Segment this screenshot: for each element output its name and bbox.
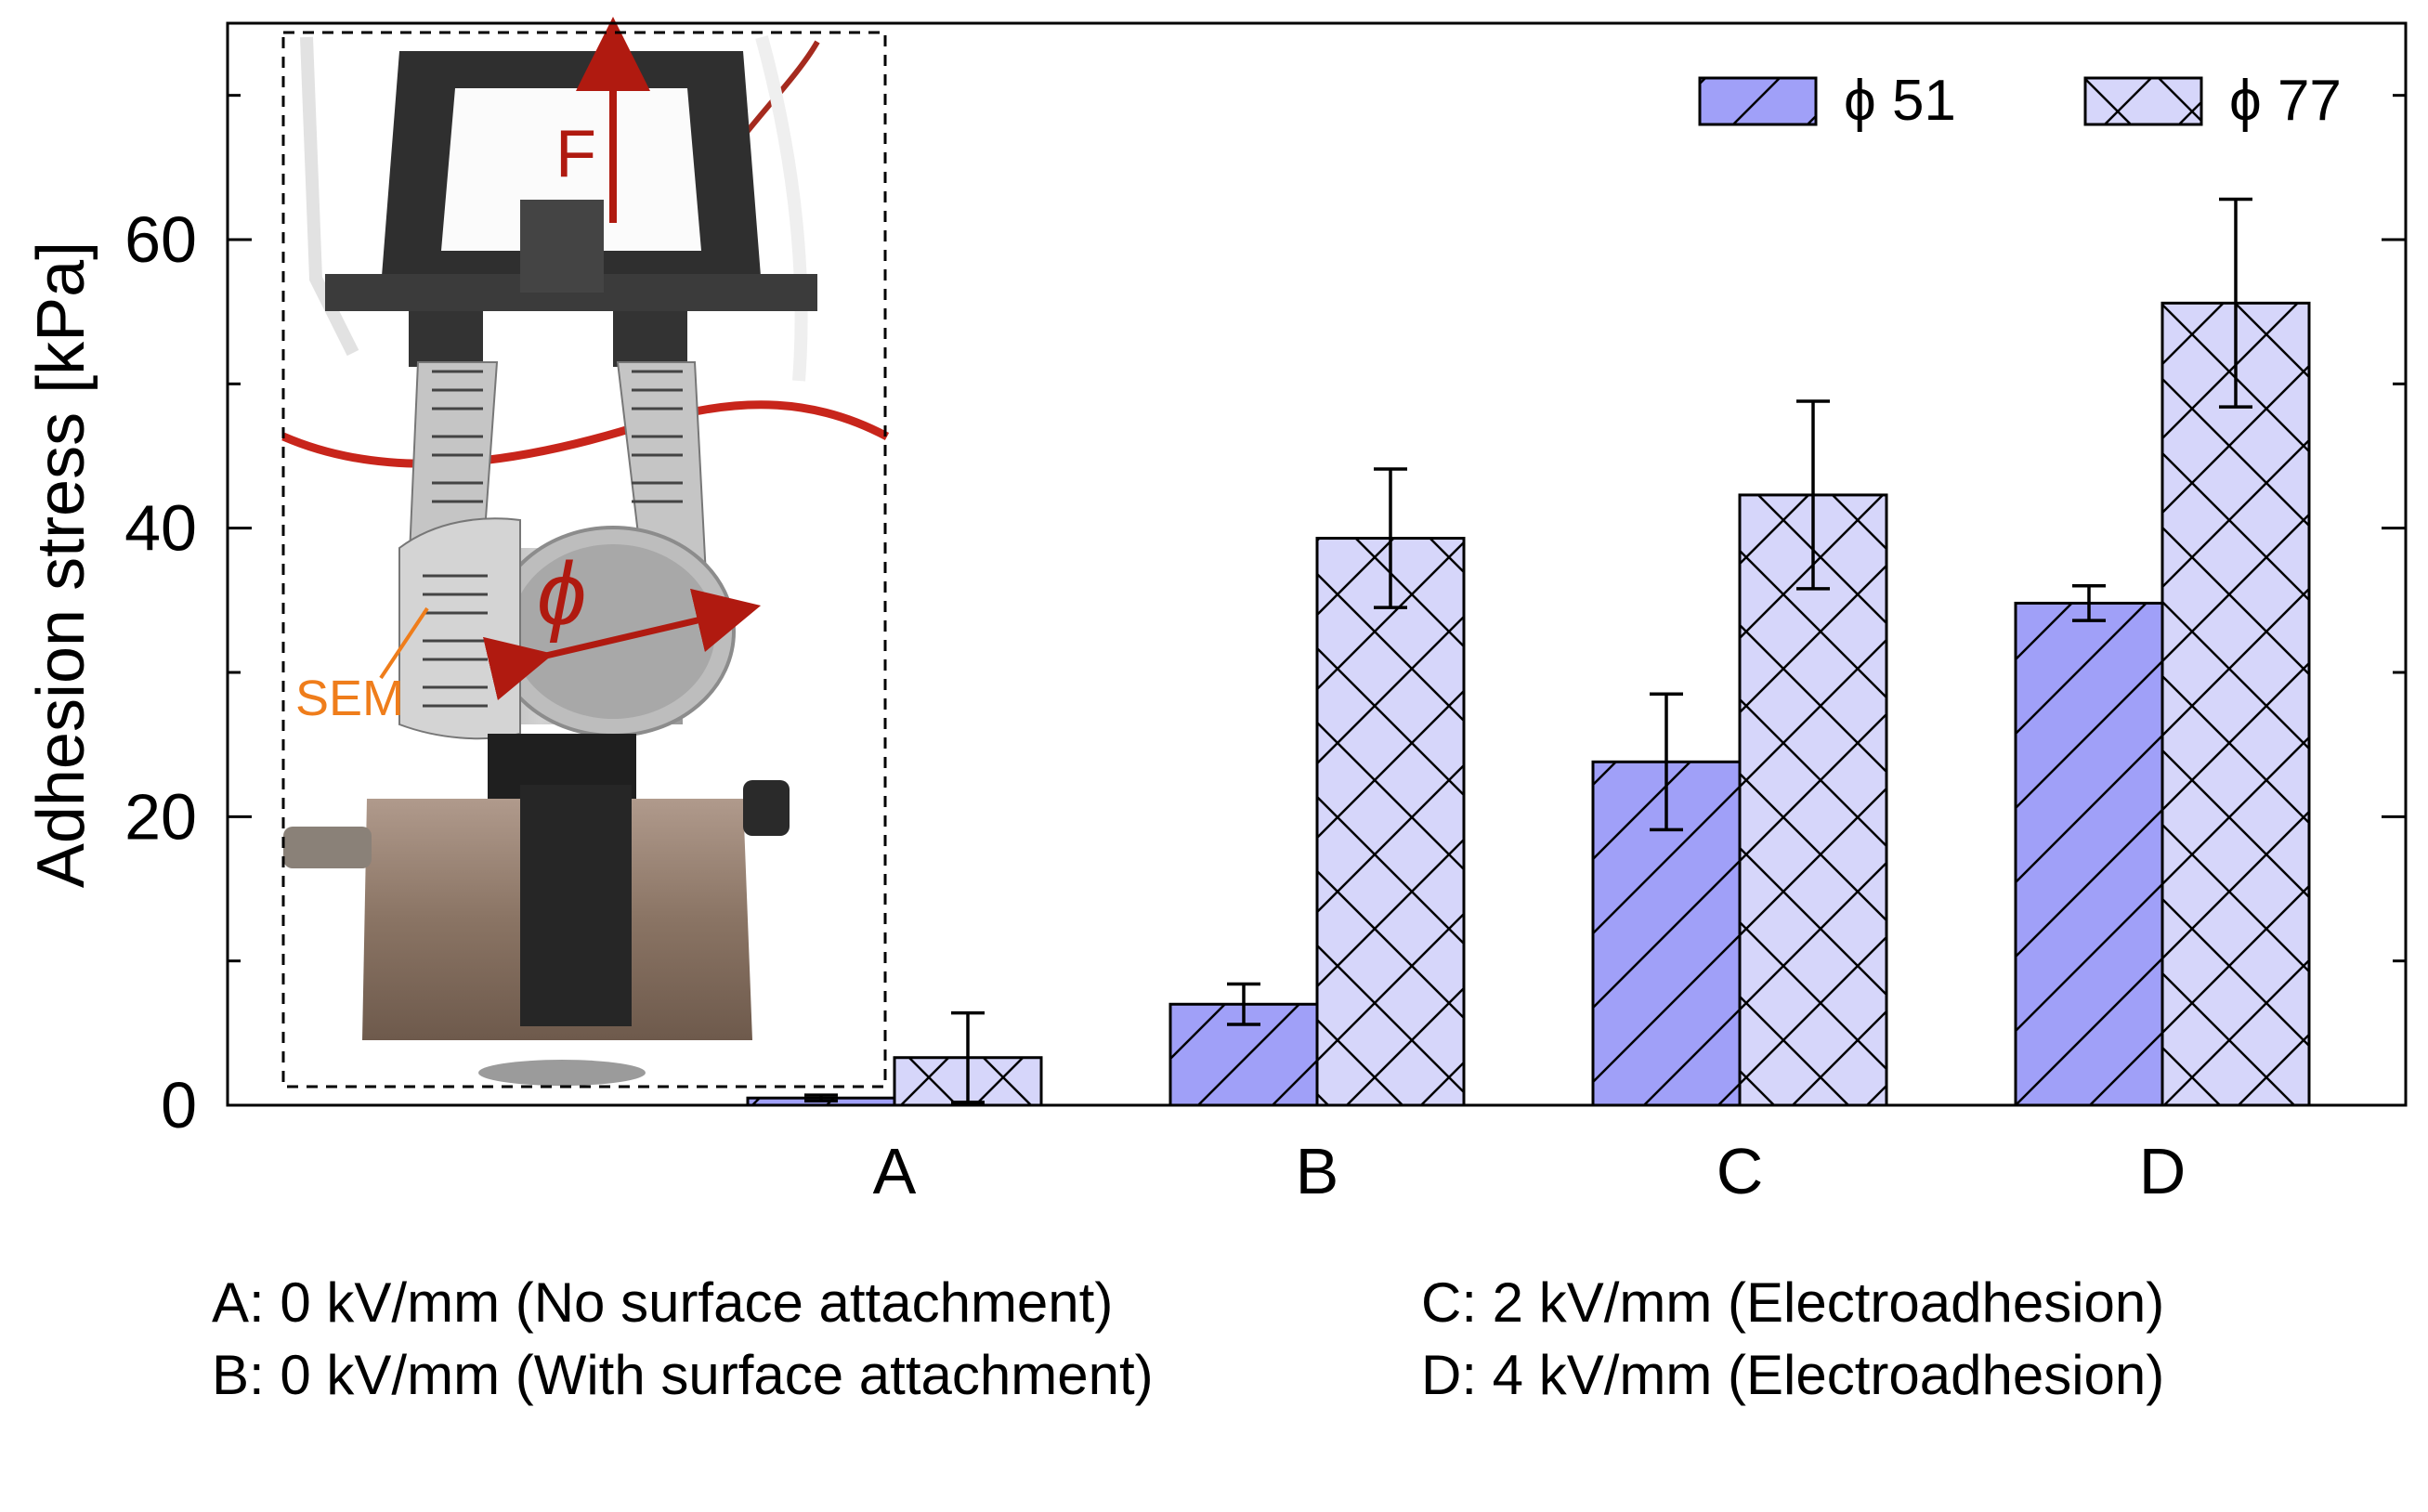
bar-d-series-1 xyxy=(2014,601,2164,1107)
sem-pointer-line xyxy=(379,606,429,680)
white-wire-icon xyxy=(300,36,359,357)
category-description-d: D: 4 kV/mm (Electroadhesion) xyxy=(1421,1344,2165,1406)
legend-item-series-1: ϕ 51 xyxy=(1698,69,1956,133)
diameter-arrow-icon xyxy=(482,588,762,701)
error-bar-d-series-2 xyxy=(2219,197,2252,409)
inset-dashed-frame xyxy=(281,31,887,1088)
bar-b-series-2 xyxy=(1315,537,1466,1107)
error-bars-layer xyxy=(804,197,2252,1104)
inset-test-setup-photo: F ϕ SEM xyxy=(281,17,890,1088)
x-tick-label-c: C xyxy=(1717,1135,1764,1207)
category-description-c: C: 2 kV/mm (Electroadhesion) xyxy=(1421,1271,2165,1334)
error-bar-b-series-2 xyxy=(1374,467,1407,609)
error-bar-c-series-1 xyxy=(1650,692,1683,832)
x-tick-label-b: B xyxy=(1296,1135,1339,1207)
error-bar-d-series-1 xyxy=(2072,584,2106,622)
y-tick-label-60: 60 xyxy=(124,203,197,276)
axes-layer: A B C D 0 20 40 60 Adhesion stress [kPa] xyxy=(24,21,2408,1207)
sem-label: SEM xyxy=(295,671,404,726)
error-bar-c-series-2 xyxy=(1796,399,1830,591)
y-tick-label-20: 20 xyxy=(124,780,197,853)
y-axis-label: Adhesion stress [kPa] xyxy=(24,241,98,888)
y-tick-label-0: 0 xyxy=(161,1069,197,1141)
diameter-label: ϕ xyxy=(537,544,586,644)
bar-d-series-2 xyxy=(2160,301,2311,1107)
error-bar-a-series-2 xyxy=(951,1010,985,1104)
force-label: F xyxy=(555,117,596,191)
error-bar-a-series-1 xyxy=(804,1093,838,1103)
legend: ϕ 51 ϕ 77 xyxy=(1698,69,2342,133)
bar-b-series-1 xyxy=(1168,1002,1319,1107)
white-wire-right-icon xyxy=(755,35,808,382)
category-description-b: B: 0 kV/mm (With surface attachment) xyxy=(212,1344,1154,1406)
legend-item-series-2: ϕ 77 xyxy=(2083,69,2342,133)
bar-c-series-2 xyxy=(1738,493,1888,1107)
x-tick-label-a: A xyxy=(873,1135,917,1207)
x-tick-label-d: D xyxy=(2139,1135,2187,1207)
bar-c-series-1 xyxy=(1591,760,1742,1107)
red-wire-icon xyxy=(281,400,890,468)
bars-layer xyxy=(746,301,2311,1107)
legend-label-series-1: ϕ 51 xyxy=(1844,69,1956,133)
error-bar-b-series-1 xyxy=(1227,982,1260,1026)
category-description-a: A: 0 kV/mm (No surface attachment) xyxy=(212,1271,1114,1334)
y-tick-label-40: 40 xyxy=(124,492,197,565)
legend-label-series-2: ϕ 77 xyxy=(2229,69,2342,133)
